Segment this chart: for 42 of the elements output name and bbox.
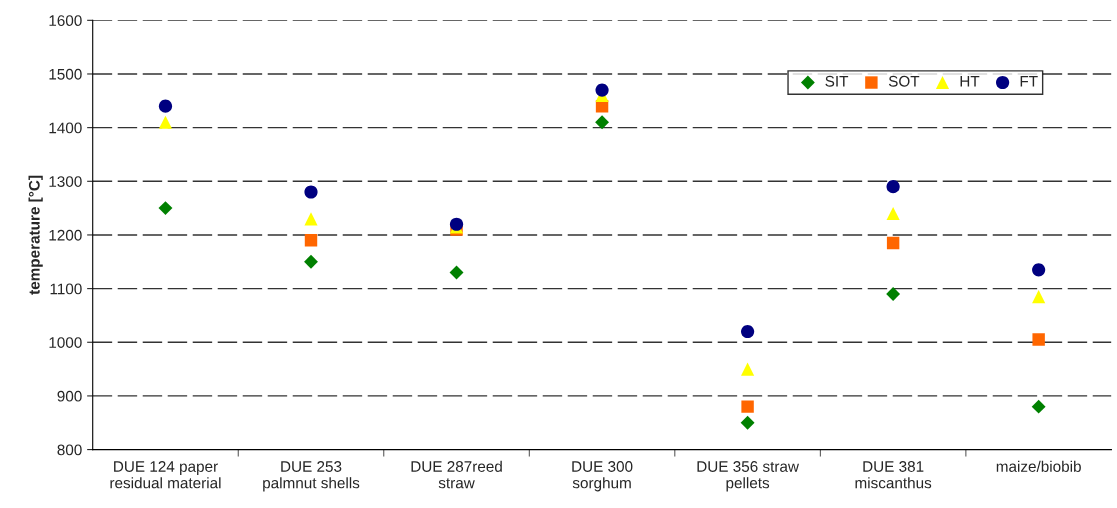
point [1031,399,1046,414]
point [886,180,900,194]
point [741,362,755,376]
point [1032,263,1046,277]
legend-label: SIT [825,75,849,87]
point [595,115,610,130]
y-tick-label: 1300 [49,176,82,187]
point [740,415,755,430]
point [595,83,609,97]
legend-label: SOT [888,75,920,87]
point [1032,333,1045,346]
point [304,234,318,247]
point [886,287,901,301]
point [304,212,318,226]
point [886,236,900,250]
point [1032,290,1046,304]
y-tick-label: 1600 [49,15,82,27]
y-tick-label: 1100 [50,283,82,295]
legend-label: HT [960,76,980,87]
point [158,201,173,216]
y-tick-label: 1000 [49,337,82,348]
point [158,99,173,113]
point [304,185,318,199]
point [304,254,318,269]
x-tick-label: maize/biobib [996,460,1081,472]
point [741,324,755,339]
y-axis-title: temperature [°C] [28,175,43,295]
x-tick-label: DUE 381 miscanthus [855,461,932,489]
y-tick-label: 900 [57,390,82,402]
point [886,206,900,221]
y-tick-label: 800 [57,444,82,456]
x-tick-label: DUE 124 paper residual material [110,461,221,489]
x-tick-label: DUE 356 straw pellets [697,461,799,492]
legend-label: FT [1020,76,1038,87]
y-tick-label: 1200 [49,229,82,241]
x-tick-label: DUE 253 palmnut shells [263,461,360,492]
y-tick-label: 1500 [49,68,82,80]
point [741,400,754,413]
x-tick-label: DUE 287reed straw [411,460,502,489]
point [158,115,173,129]
x-tick-label: DUE 300 sorghum [572,461,633,492]
y-tick-label: 1400 [49,122,82,134]
